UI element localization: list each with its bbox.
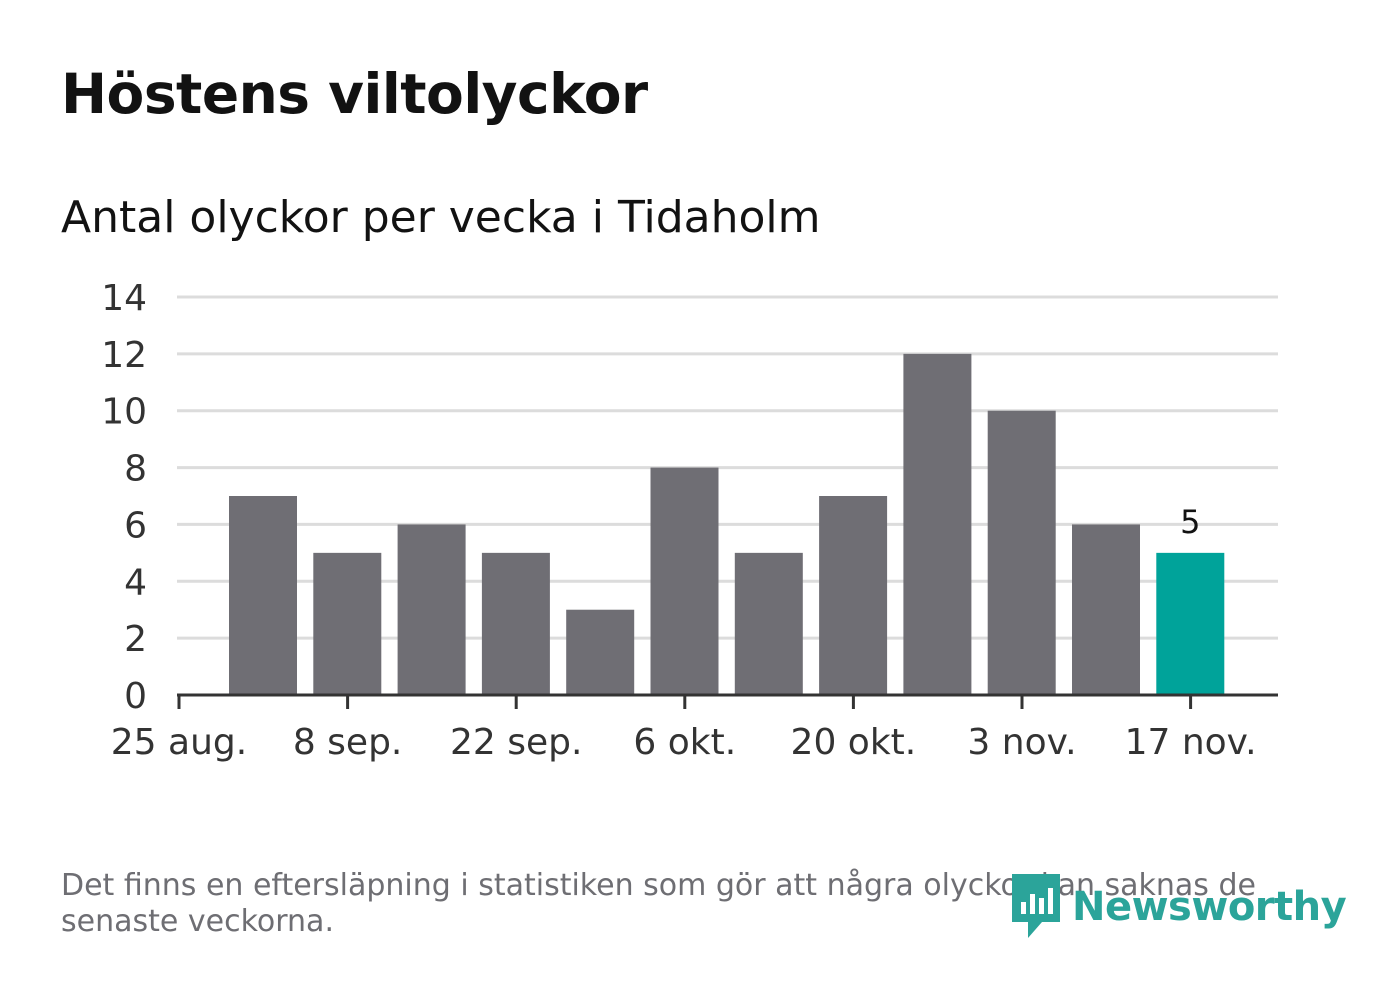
bar: [229, 496, 297, 695]
x-tick-label: 17 nov.: [1125, 722, 1257, 763]
x-tick-label: 6 okt.: [633, 722, 736, 763]
bar: [903, 353, 972, 695]
x-tick-label: 8 sep.: [293, 722, 403, 763]
bar: [987, 410, 1056, 695]
bar: [566, 609, 635, 695]
newsworthy-logo: Newsworthy: [1010, 872, 1347, 942]
y-tick-label: 14: [101, 278, 147, 319]
bar-highlight: [1156, 552, 1225, 695]
newsworthy-logo-icon: [1012, 874, 1060, 938]
bar: [481, 552, 550, 695]
bar: [650, 467, 719, 695]
bar: [313, 552, 382, 695]
bar: [1072, 524, 1140, 695]
y-tick-label: 10: [101, 392, 147, 433]
x-tick-label: 22 sep.: [450, 722, 582, 763]
y-tick-label: 4: [124, 562, 147, 603]
y-tick-label: 2: [124, 619, 147, 660]
bar: [397, 524, 466, 695]
bar: [734, 552, 803, 695]
chart-title: Höstens viltolyckor: [61, 62, 648, 126]
y-tick-label: 8: [124, 449, 147, 490]
newsworthy-logo-text: Newsworthy: [1072, 884, 1347, 930]
y-tick-label: 0: [124, 676, 147, 717]
data-label: 5: [1180, 503, 1200, 541]
x-tick-label: 3 nov.: [967, 722, 1076, 763]
y-tick-label: 12: [101, 335, 147, 376]
bar: [819, 496, 888, 695]
x-tick-label: 20 okt.: [791, 722, 917, 763]
x-tick-label: 25 aug.: [111, 722, 247, 763]
chart-subtitle: Antal olyckor per vecka i Tidaholm: [61, 192, 821, 243]
y-tick-label: 6: [124, 505, 147, 546]
